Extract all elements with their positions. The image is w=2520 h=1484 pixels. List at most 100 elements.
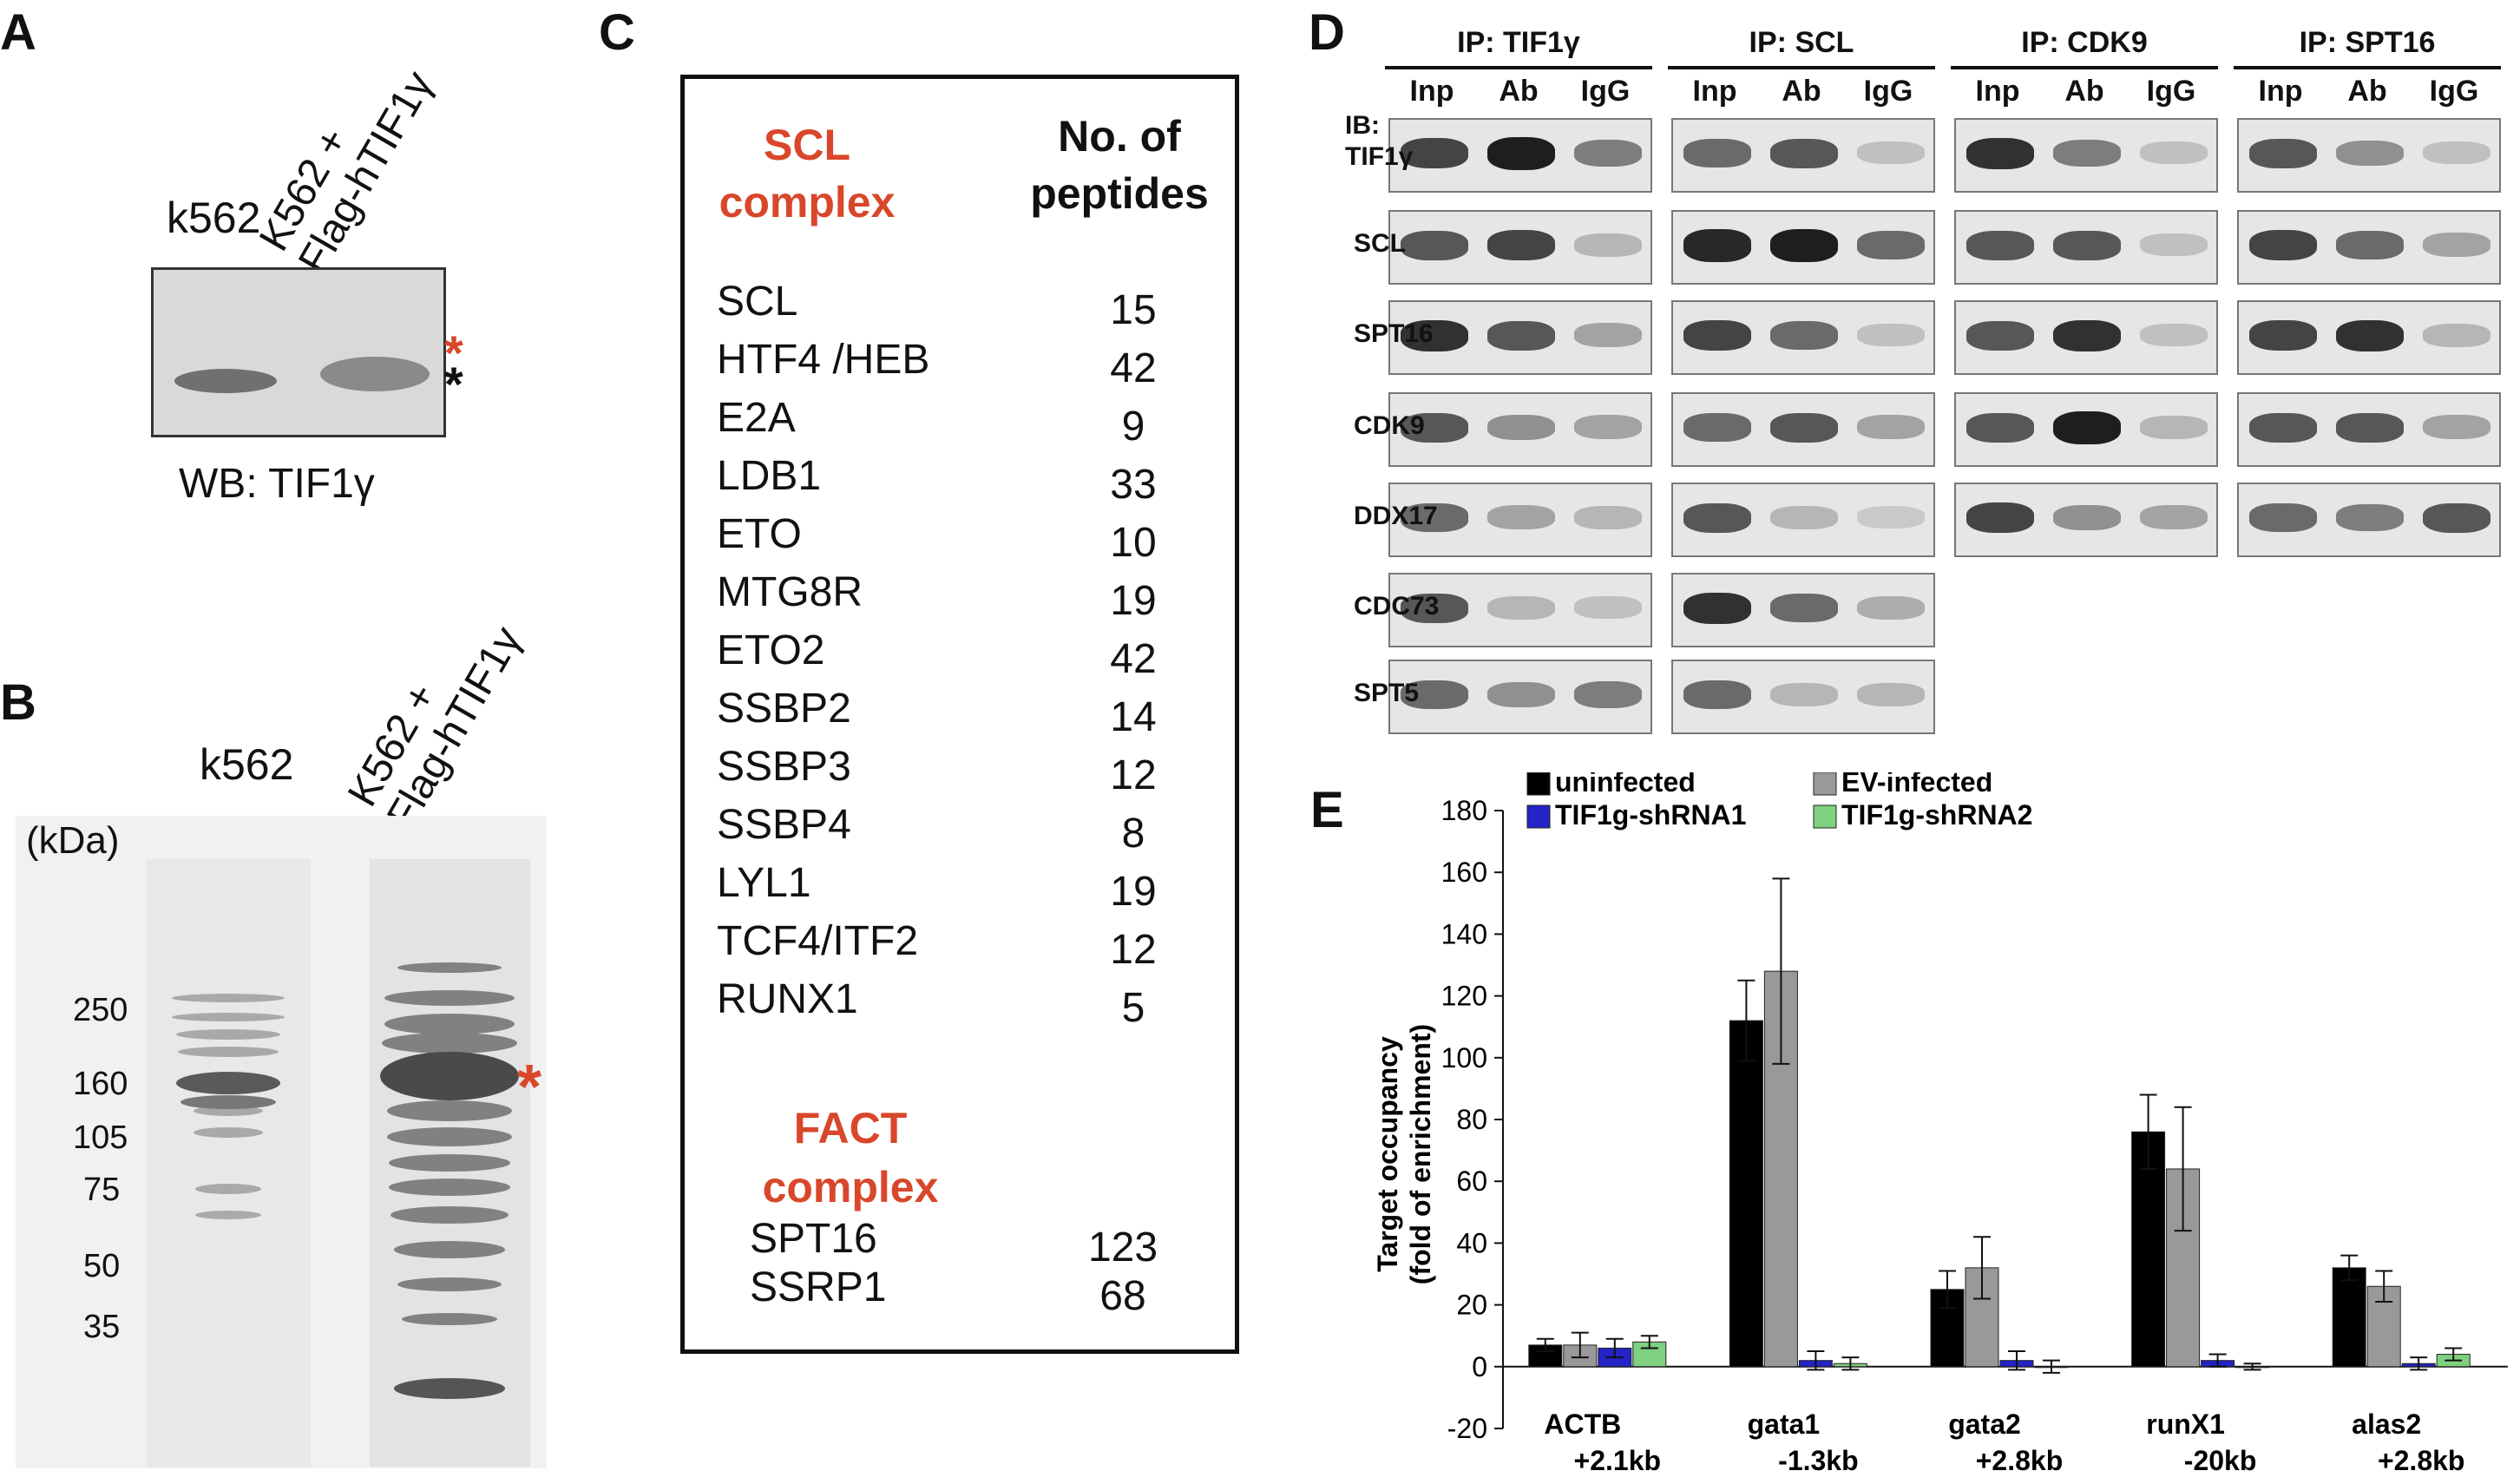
ip-underline [2234, 66, 2501, 69]
blot-strip [1954, 210, 2218, 285]
blot-band [2053, 140, 2121, 167]
peptide-count: 14 [1110, 694, 1157, 740]
y-tick-label: 80 [1456, 1104, 1487, 1135]
y-tick-label: 100 [1441, 1042, 1487, 1074]
blot-band [1574, 140, 1642, 167]
protein-name: RUNX1 [717, 976, 858, 1022]
panel-label-d: D [1309, 4, 1345, 61]
ip-underline [1951, 66, 2218, 69]
scl-header-line2: complex [719, 178, 896, 227]
protein-name: ETO [717, 511, 802, 557]
blot-band [2249, 320, 2317, 351]
blot-strip [1954, 300, 2218, 375]
blot-band [1574, 415, 1642, 440]
blot-band [1857, 595, 1925, 620]
blot-band [1683, 139, 1751, 167]
panel-c-table-box [680, 75, 1239, 1354]
blot-strip [1671, 573, 1935, 647]
panel-label-c: C [599, 4, 635, 61]
panel-b-marker-160: 160 [73, 1066, 128, 1102]
peptide-count: 42 [1110, 636, 1157, 682]
blot-band [1770, 682, 1838, 706]
panel-b-gel [16, 816, 547, 1468]
panel-a-lane1-label: k562 [167, 194, 261, 242]
peptide-count: 9 [1121, 404, 1145, 450]
peptide-count: 15 [1110, 287, 1157, 333]
peptide-count: 68 [1099, 1273, 1146, 1319]
blot-band [2140, 141, 2208, 165]
protein-row: SSBP4 8 [717, 801, 1203, 859]
bar-uninfected [2332, 1267, 2366, 1368]
blot-band [2249, 503, 2317, 532]
lane-label: Inp [1409, 75, 1454, 108]
protein-row: SCL 15 [717, 278, 1203, 336]
blot-strip [2237, 483, 2501, 557]
peptide-count: 12 [1110, 927, 1157, 973]
panel-b-marker-75: 75 [83, 1172, 121, 1208]
peptide-count: 19 [1110, 578, 1157, 624]
blot-band [1966, 230, 2034, 260]
panel-b-marker-50: 50 [83, 1248, 121, 1284]
x-category-label: alas2 [2352, 1408, 2421, 1440]
protein-name: SSBP4 [717, 802, 851, 848]
protein-name: SSRP1 [750, 1264, 887, 1310]
blot-band [1487, 505, 1555, 530]
lane-label: Inp [2258, 75, 2303, 108]
blot-band [2249, 138, 2317, 168]
protein-name: SSBP3 [717, 744, 851, 790]
protein-row: RUNX1 5 [717, 975, 1203, 1034]
panel-b-marker-35: 35 [83, 1309, 121, 1345]
blot-band [1487, 320, 1555, 351]
blot-band [1487, 230, 1555, 261]
legend-swatch [1526, 772, 1551, 796]
lane-label: IgG [2146, 75, 2196, 108]
blot-band [1401, 412, 1468, 443]
lane-label: Inp [1692, 75, 1737, 108]
ip-header: IP: SCL [1749, 26, 1854, 59]
band-k562 [174, 369, 277, 393]
protein-row: SSBP2 14 [717, 685, 1203, 743]
panel-label-b: B [0, 674, 36, 731]
blot-band [2336, 231, 2404, 259]
peptide-count: 10 [1110, 520, 1157, 566]
protein-row: HTF4 /HEB 42 [717, 336, 1203, 394]
x-category-sublabel: -20kb [2184, 1445, 2257, 1476]
blot-strip [2237, 300, 2501, 375]
panel-a-wb-label: WB: TIF1γ [179, 461, 375, 507]
blot-band [1683, 592, 1751, 625]
bar-uninfected [1729, 1020, 1763, 1368]
blot-band [1401, 593, 1468, 623]
ip-header: IP: SPT16 [2299, 26, 2436, 59]
lane-label: IgG [2429, 75, 2479, 108]
blot-band [2140, 233, 2208, 257]
blot-strip [2237, 118, 2501, 193]
bar-uninfected [2131, 1131, 2166, 1368]
protein-name: SSBP2 [717, 686, 851, 732]
blot-band [1857, 141, 1925, 165]
peptide-count: 42 [1110, 345, 1157, 391]
count-header-line1: No. of [1058, 112, 1181, 161]
occupancy-bar-chart: -20 0 20 40 60 80 100 120 140 160 180 Target occupa… [1372, 772, 2508, 1476]
lane-label: Ab [2064, 75, 2104, 108]
blot-band [2140, 505, 2208, 530]
blot-strip [1671, 210, 1935, 285]
peptide-count: 19 [1110, 869, 1157, 915]
legend-label: TIF1g-shRNA1 [1555, 799, 1746, 831]
protein-name: ETO2 [717, 627, 825, 673]
peptide-count: 33 [1110, 462, 1157, 508]
panel-b-gel-lanes [146, 859, 530, 1467]
blot-band [1401, 138, 1468, 169]
blot-band [1683, 680, 1751, 709]
blot-band [1574, 505, 1642, 529]
blot-band [2423, 415, 2490, 440]
blot-band [1857, 415, 1925, 440]
lane-label: Ab [1499, 75, 1539, 108]
blot-strip [1388, 573, 1652, 647]
y-tick-label: 140 [1441, 918, 1487, 949]
blot-band [1966, 320, 2034, 351]
blot-band [2423, 233, 2490, 258]
panel-d-coip-blots: IP: TIF1γ Inp Ab IgG IP: SCL Inp Ab IgG IP: CDK9… [1345, 26, 2501, 734]
ib-row-label: DDX17 [1354, 502, 1438, 530]
lane-label: IgG [1580, 75, 1631, 108]
blot-band [2249, 412, 2317, 443]
